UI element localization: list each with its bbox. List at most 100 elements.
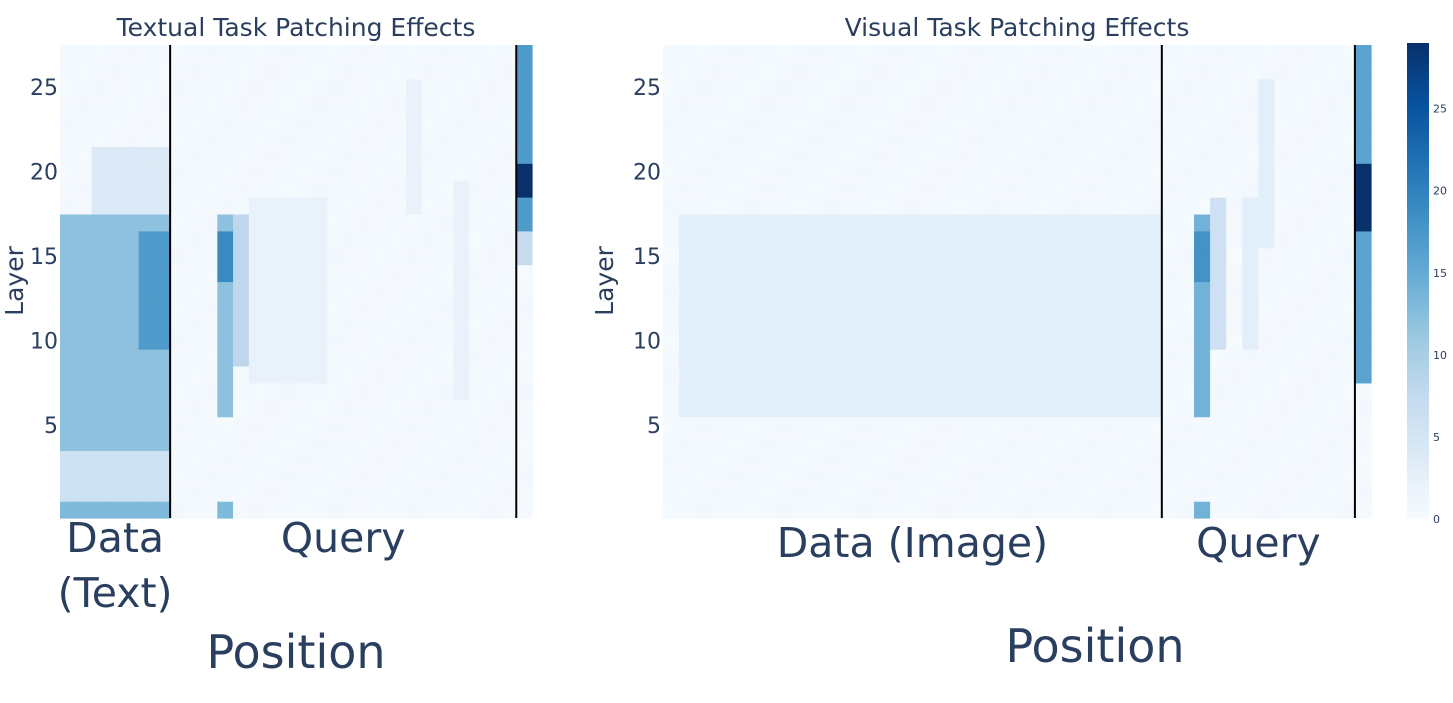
heatmap-cell xyxy=(856,467,873,485)
heatmap-cell xyxy=(920,146,938,164)
heatmap-cell xyxy=(1354,180,1372,198)
heatmap-cell xyxy=(1194,78,1211,97)
heatmap-cell xyxy=(1338,45,1356,63)
heatmap-cell xyxy=(264,213,281,232)
heatmap-cell xyxy=(233,450,250,468)
heatmap-cell xyxy=(1081,332,1099,350)
heatmap-cell xyxy=(500,112,517,131)
heatmap-cell xyxy=(1177,399,1195,418)
heatmap-cell xyxy=(1194,484,1211,502)
heatmap-cell xyxy=(840,450,857,468)
heatmap-cell xyxy=(920,467,938,485)
heatmap-cell xyxy=(358,484,376,502)
heatmap-cell xyxy=(807,450,825,468)
heatmap-cell xyxy=(775,501,793,519)
heatmap-cell xyxy=(663,349,680,367)
heatmap-cell xyxy=(453,315,470,333)
heatmap-cell xyxy=(663,450,680,468)
heatmap-cell xyxy=(264,281,281,299)
heatmap-cell xyxy=(1113,230,1131,249)
heatmap-cell xyxy=(1290,264,1308,283)
heatmap-cell xyxy=(807,332,825,350)
segment-label: Query xyxy=(281,514,406,562)
heatmap-cell xyxy=(1258,281,1276,299)
heatmap-cell xyxy=(1177,501,1195,519)
heatmap-cell xyxy=(280,349,297,367)
heatmap-cell xyxy=(1274,264,1292,283)
heatmap-cell xyxy=(1177,365,1195,384)
heatmap-cell xyxy=(711,365,728,384)
heatmap-cell xyxy=(1129,365,1147,384)
heatmap-cell xyxy=(185,146,203,164)
heatmap-cell xyxy=(1210,264,1227,283)
heatmap-cell xyxy=(1338,450,1356,468)
heatmap-cell xyxy=(358,247,376,266)
heatmap-cell xyxy=(91,247,108,266)
heatmap-cell xyxy=(711,95,728,114)
heatmap-cell xyxy=(75,281,93,299)
heatmap-cell xyxy=(296,197,313,215)
heatmap-cell xyxy=(856,129,873,147)
heatmap-cell xyxy=(91,433,108,452)
heatmap-cell xyxy=(1081,501,1099,519)
heatmap-cell xyxy=(823,365,841,384)
heatmap-cell xyxy=(280,433,297,452)
heatmap-cell xyxy=(1049,78,1066,97)
heatmap-cell xyxy=(711,213,728,232)
heatmap-cell xyxy=(421,247,439,266)
heatmap-cell xyxy=(170,365,187,384)
heatmap-cell xyxy=(296,332,313,350)
heatmap-cell xyxy=(743,332,761,350)
heatmap-cell xyxy=(311,163,329,181)
heatmap-cell xyxy=(1145,247,1163,266)
heatmap-cell xyxy=(406,349,423,367)
heatmap-cell xyxy=(201,180,218,198)
heatmap-cell xyxy=(406,332,423,350)
heatmap-cell xyxy=(107,315,124,333)
heatmap-cell xyxy=(264,467,281,485)
heatmap-cell xyxy=(500,45,517,63)
heatmap-cell xyxy=(60,78,77,97)
heatmap-cell xyxy=(75,416,93,435)
heatmap-cell xyxy=(75,45,93,63)
heatmap-cell xyxy=(727,298,745,316)
heatmap-cell xyxy=(807,247,825,266)
heatmap-cell xyxy=(1290,298,1308,316)
heatmap-cell xyxy=(888,95,905,114)
heatmap-cell xyxy=(390,501,407,519)
heatmap-cell xyxy=(1338,484,1356,502)
heatmap-cell xyxy=(1274,501,1292,519)
heatmap-cell xyxy=(1306,213,1324,232)
heatmap-cell xyxy=(663,382,680,401)
heatmap-cell xyxy=(1194,382,1211,401)
heatmap-cell xyxy=(1033,416,1050,435)
heatmap-cell xyxy=(1210,146,1227,164)
heatmap-cell xyxy=(217,45,234,63)
heatmap-cell xyxy=(154,298,171,316)
heatmap-cell xyxy=(500,146,517,164)
heatmap-cell xyxy=(469,197,486,215)
heatmap-cell xyxy=(984,264,1002,283)
heatmap-cell xyxy=(952,467,970,485)
heatmap-cell xyxy=(807,78,825,97)
heatmap-cell xyxy=(185,163,203,181)
heatmap-cell xyxy=(775,349,793,367)
heatmap-cell xyxy=(1258,213,1276,232)
heatmap-cell xyxy=(484,247,502,266)
heatmap-cell xyxy=(872,78,889,97)
heatmap-cell xyxy=(856,484,873,502)
heatmap-cell xyxy=(743,382,761,401)
heatmap-cell xyxy=(759,501,777,519)
heatmap-cell xyxy=(500,78,517,97)
heatmap-cell xyxy=(107,197,124,215)
heatmap-cell xyxy=(500,332,517,350)
heatmap-cell xyxy=(500,315,517,333)
heatmap-cell xyxy=(984,433,1002,452)
heatmap-cell xyxy=(327,95,344,114)
heatmap-cell xyxy=(1161,281,1179,299)
heatmap-cell xyxy=(1049,95,1066,114)
heatmap-cell xyxy=(872,61,889,80)
heatmap-cell xyxy=(1000,197,1018,215)
heatmap-cell xyxy=(122,129,140,147)
heatmap-cell xyxy=(1145,416,1163,435)
